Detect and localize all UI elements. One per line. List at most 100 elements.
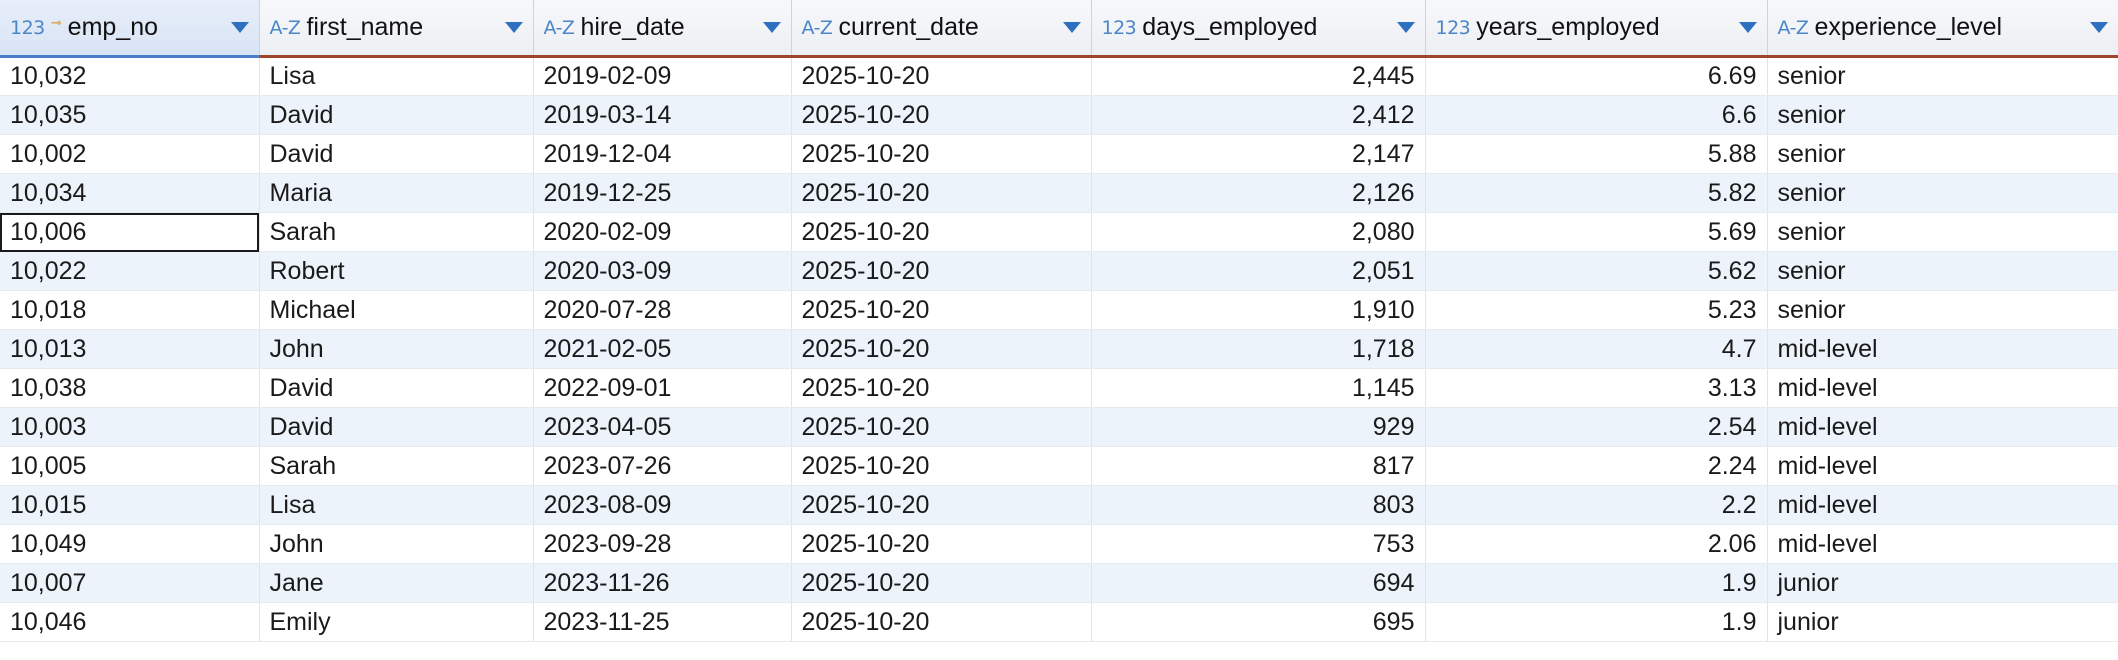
cell-current-date[interactable]: 2025-10-20 — [791, 407, 1092, 447]
cell-emp-no[interactable]: 10,005 — [0, 446, 260, 486]
cell-hire-date[interactable]: 2019-02-09 — [533, 56, 792, 96]
cell-years-employed[interactable]: 2.24 — [1425, 446, 1768, 486]
cell-hire-date[interactable]: 2019-12-04 — [533, 134, 792, 174]
cell-years-employed[interactable]: 3.13 — [1425, 368, 1768, 408]
cell-first-name[interactable]: Emily — [259, 602, 534, 642]
cell-days-employed[interactable]: 2,126 — [1091, 173, 1426, 213]
cell-first-name[interactable]: Lisa — [259, 56, 534, 96]
table-row[interactable]: 10,003 David 2023-04-05 2025-10-20 929 2.54 mi… — [0, 407, 2118, 447]
table-row[interactable]: 10,018 Michael 2020-07-28 2025-10-20 1,910 5.… — [0, 290, 2118, 330]
table-row[interactable]: 10,007 Jane 2023-11-26 2025-10-20 694 1.9 juni… — [0, 563, 2118, 603]
cell-current-date[interactable]: 2025-10-20 — [791, 485, 1092, 525]
cell-experience-level[interactable]: senior — [1767, 95, 2118, 135]
cell-years-employed[interactable]: 1.9 — [1425, 563, 1768, 603]
cell-days-employed[interactable]: 753 — [1091, 524, 1426, 564]
cell-experience-level[interactable]: mid-level — [1767, 407, 2118, 447]
cell-current-date[interactable]: 2025-10-20 — [791, 95, 1092, 135]
cell-first-name[interactable]: David — [259, 95, 534, 135]
cell-current-date[interactable]: 2025-10-20 — [791, 290, 1092, 330]
filter-dropdown-icon[interactable] — [504, 22, 523, 33]
cell-first-name[interactable]: John — [259, 524, 534, 564]
filter-dropdown-icon[interactable] — [1062, 22, 1081, 33]
cell-emp-no[interactable]: 10,049 — [0, 524, 260, 564]
cell-emp-no[interactable]: 10,022 — [0, 251, 260, 291]
cell-hire-date[interactable]: 2019-12-25 — [533, 173, 792, 213]
cell-first-name[interactable]: David — [259, 368, 534, 408]
cell-years-employed[interactable]: 1.9 — [1425, 602, 1768, 642]
cell-emp-no[interactable]: 10,002 — [0, 134, 260, 174]
cell-years-employed[interactable]: 6.6 — [1425, 95, 1768, 135]
table-row[interactable]: 10,022 Robert 2020-03-09 2025-10-20 2,051 5.6… — [0, 251, 2118, 291]
cell-first-name[interactable]: Robert — [259, 251, 534, 291]
cell-current-date[interactable]: 2025-10-20 — [791, 563, 1092, 603]
cell-experience-level[interactable]: senior — [1767, 56, 2118, 96]
cell-years-employed[interactable]: 6.69 — [1425, 56, 1768, 96]
cell-years-employed[interactable]: 4.7 — [1425, 329, 1768, 369]
cell-first-name[interactable]: Maria — [259, 173, 534, 213]
cell-hire-date[interactable]: 2023-07-26 — [533, 446, 792, 486]
cell-hire-date[interactable]: 2020-02-09 — [533, 212, 792, 252]
cell-current-date[interactable]: 2025-10-20 — [791, 56, 1092, 96]
cell-experience-level[interactable]: senior — [1767, 251, 2118, 291]
cell-days-employed[interactable]: 2,080 — [1091, 212, 1426, 252]
cell-emp-no[interactable]: 10,003 — [0, 407, 260, 447]
cell-experience-level[interactable]: mid-level — [1767, 329, 2118, 369]
filter-dropdown-icon[interactable] — [762, 22, 781, 33]
cell-days-employed[interactable]: 803 — [1091, 485, 1426, 525]
cell-experience-level[interactable]: mid-level — [1767, 485, 2118, 525]
cell-current-date[interactable]: 2025-10-20 — [791, 251, 1092, 291]
cell-years-employed[interactable]: 2.06 — [1425, 524, 1768, 564]
cell-emp-no[interactable]: 10,032 — [0, 56, 260, 96]
cell-days-employed[interactable]: 695 — [1091, 602, 1426, 642]
cell-current-date[interactable]: 2025-10-20 — [791, 368, 1092, 408]
column-header-hire-date[interactable]: A-Z hire_date — [533, 0, 792, 58]
cell-current-date[interactable]: 2025-10-20 — [791, 446, 1092, 486]
table-row[interactable]: 10,015 Lisa 2023-08-09 2025-10-20 803 2.2 mid-… — [0, 485, 2118, 525]
cell-experience-level[interactable]: mid-level — [1767, 446, 2118, 486]
cell-days-employed[interactable]: 2,147 — [1091, 134, 1426, 174]
cell-emp-no[interactable]: 10,018 — [0, 290, 260, 330]
cell-experience-level[interactable]: mid-level — [1767, 524, 2118, 564]
cell-hire-date[interactable]: 2019-03-14 — [533, 95, 792, 135]
cell-years-employed[interactable]: 2.54 — [1425, 407, 1768, 447]
cell-days-employed[interactable]: 2,445 — [1091, 56, 1426, 96]
table-row[interactable]: 10,013 John 2021-02-05 2025-10-20 1,718 4.7 mi… — [0, 329, 2118, 369]
cell-hire-date[interactable]: 2023-11-26 — [533, 563, 792, 603]
table-row[interactable]: 10,005 Sarah 2023-07-26 2025-10-20 817 2.24 mi… — [0, 446, 2118, 486]
table-row[interactable]: 10,034 Maria 2019-12-25 2025-10-20 2,126 5.82… — [0, 173, 2118, 213]
column-header-experience-level[interactable]: A-Z experience_level — [1767, 0, 2118, 58]
table-row[interactable]: 10,032 Lisa 2019-02-09 2025-10-20 2,445 6.69 s… — [0, 56, 2118, 96]
cell-current-date[interactable]: 2025-10-20 — [791, 134, 1092, 174]
cell-years-employed[interactable]: 2.2 — [1425, 485, 1768, 525]
table-row[interactable]: 10,046 Emily 2023-11-25 2025-10-20 695 1.9 jun… — [0, 602, 2118, 642]
cell-experience-level[interactable]: junior — [1767, 563, 2118, 603]
filter-dropdown-icon[interactable] — [230, 22, 249, 33]
cell-days-employed[interactable]: 817 — [1091, 446, 1426, 486]
cell-days-employed[interactable]: 2,412 — [1091, 95, 1426, 135]
cell-experience-level[interactable]: senior — [1767, 173, 2118, 213]
table-row[interactable]: 10,049 John 2023-09-28 2025-10-20 753 2.06 mid… — [0, 524, 2118, 564]
cell-current-date[interactable]: 2025-10-20 — [791, 524, 1092, 564]
cell-days-employed[interactable]: 694 — [1091, 563, 1426, 603]
cell-hire-date[interactable]: 2023-11-25 — [533, 602, 792, 642]
cell-first-name[interactable]: David — [259, 134, 534, 174]
cell-days-employed[interactable]: 929 — [1091, 407, 1426, 447]
cell-experience-level[interactable]: senior — [1767, 290, 2118, 330]
cell-hire-date[interactable]: 2022-09-01 — [533, 368, 792, 408]
column-header-days-employed[interactable]: 123 days_employed — [1091, 0, 1426, 58]
cell-hire-date[interactable]: 2020-03-09 — [533, 251, 792, 291]
table-row[interactable]: 10,038 David 2022-09-01 2025-10-20 1,145 3.13… — [0, 368, 2118, 408]
cell-first-name[interactable]: Lisa — [259, 485, 534, 525]
cell-experience-level[interactable]: junior — [1767, 602, 2118, 642]
filter-dropdown-icon[interactable] — [2089, 22, 2108, 33]
cell-hire-date[interactable]: 2023-09-28 — [533, 524, 792, 564]
filter-dropdown-icon[interactable] — [1396, 22, 1415, 33]
cell-first-name[interactable]: John — [259, 329, 534, 369]
column-header-current-date[interactable]: A-Z current_date — [791, 0, 1092, 58]
table-row[interactable]: 10,006 Sarah 2020-02-09 2025-10-20 2,080 5.69… — [0, 212, 2118, 252]
cell-days-employed[interactable]: 1,145 — [1091, 368, 1426, 408]
cell-first-name[interactable]: David — [259, 407, 534, 447]
cell-current-date[interactable]: 2025-10-20 — [791, 602, 1092, 642]
column-header-first-name[interactable]: A-Z first_name — [259, 0, 534, 58]
cell-emp-no[interactable]: 10,046 — [0, 602, 260, 642]
